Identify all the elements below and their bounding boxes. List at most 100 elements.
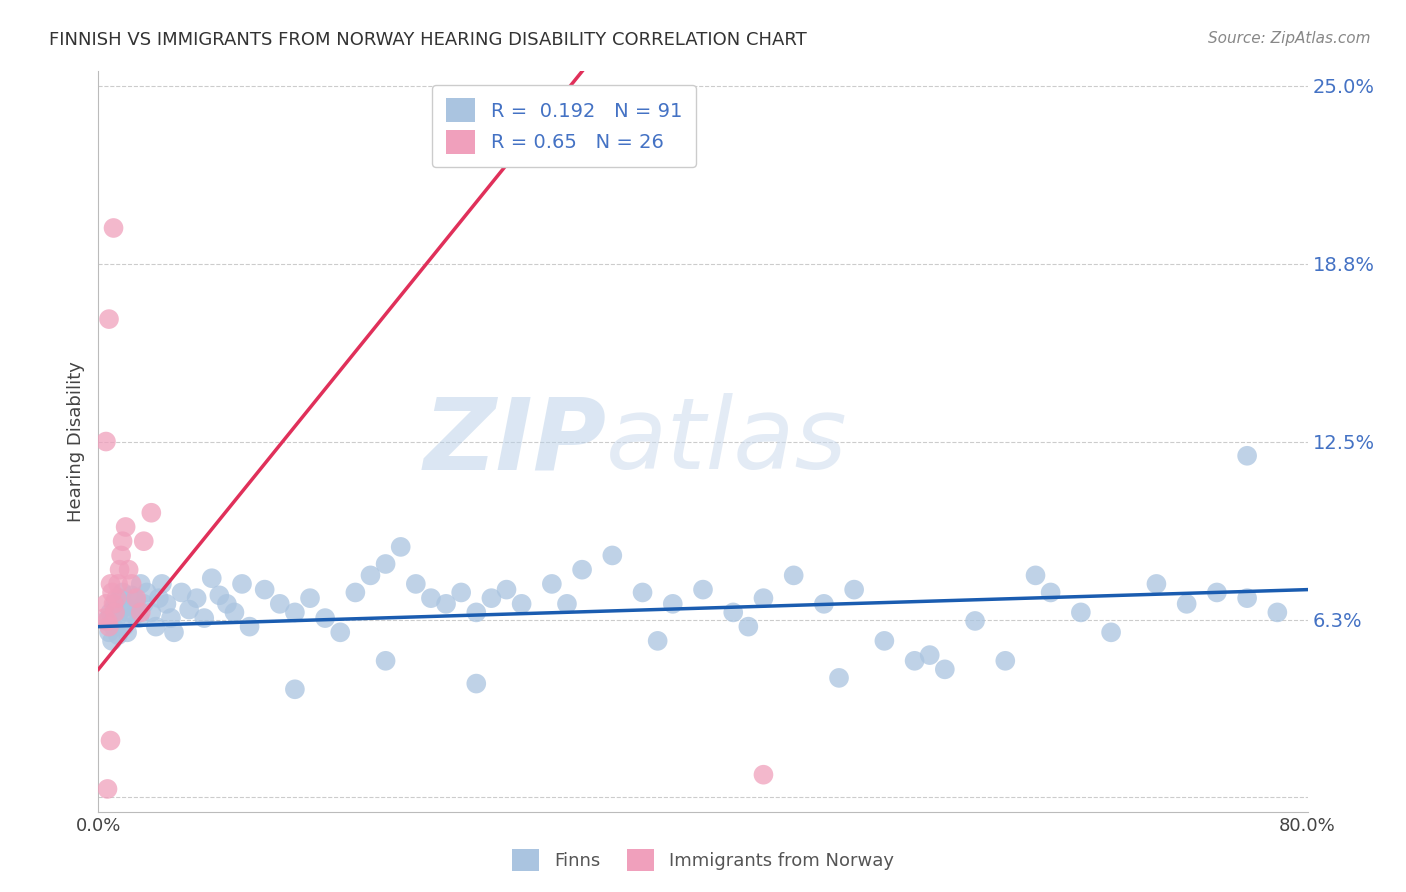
Point [96,614,118,628]
Point [374,654,396,668]
Point [602,549,624,563]
Point [1070,606,1092,620]
Point [1236,449,1258,463]
Point [231,577,253,591]
Point [121,588,143,602]
Point [994,654,1017,668]
Point [118,563,141,577]
Point [110,549,132,563]
Point [540,577,562,591]
Point [100,606,122,620]
Point [108,563,131,577]
Point [103,221,125,235]
Point [121,577,143,591]
Point [224,606,246,620]
Point [631,585,654,599]
Point [571,563,593,577]
Point [239,620,262,634]
Point [105,611,128,625]
Point [1039,585,1062,599]
Point [495,582,517,597]
Point [114,520,136,534]
Point [103,620,125,634]
Point [112,620,135,634]
Point [918,648,941,662]
Point [94,614,117,628]
Point [314,611,336,625]
Point [132,597,155,611]
Point [107,628,129,642]
Point [405,577,427,591]
Point [125,591,148,606]
Point [1024,568,1046,582]
Point [98,312,121,326]
Point [94,434,117,449]
Text: atlas: atlas [606,393,848,490]
Point [1175,597,1198,611]
Point [329,625,352,640]
Point [692,582,714,597]
Point [160,611,183,625]
Point [114,599,136,614]
Point [129,577,152,591]
Point [107,577,129,591]
Point [253,582,276,597]
Point [284,682,307,697]
Point [93,611,115,625]
Point [374,557,396,571]
Point [98,625,121,640]
Point [101,633,124,648]
Point [155,597,177,611]
Point [170,585,193,599]
Point [1099,625,1122,640]
Text: ZIP: ZIP [423,393,606,490]
Point [103,597,125,611]
Point [450,585,472,599]
Text: Source: ZipAtlas.com: Source: ZipAtlas.com [1208,31,1371,46]
Point [135,585,157,599]
Point [465,676,488,690]
Point [1267,606,1289,620]
Point [1144,577,1167,591]
Point [752,767,775,781]
Point [284,606,307,620]
Point [723,606,745,620]
Point [661,597,683,611]
Point [145,620,167,634]
Point [111,534,134,549]
Point [299,591,322,606]
Point [115,625,138,640]
Point [98,620,121,634]
Point [844,582,866,597]
Point [1236,591,1258,606]
Point [100,733,122,747]
Point [108,591,131,606]
Point [111,585,134,599]
Point [148,591,170,606]
Point [101,585,124,599]
Point [100,577,122,591]
Point [647,633,669,648]
Point [510,597,533,611]
Point [179,602,201,616]
Point [105,591,128,606]
Point [201,571,224,585]
Point [813,597,835,611]
Point [125,594,148,608]
Point [420,591,443,606]
Legend: R =  0.192   N = 91, R = 0.65   N = 26: R = 0.192 N = 91, R = 0.65 N = 26 [432,85,696,167]
Point [873,633,896,648]
Point [389,540,412,554]
Point [965,614,987,628]
Point [104,597,127,611]
Point [96,781,118,796]
Point [129,606,152,620]
Point [828,671,851,685]
Point [215,597,238,611]
Point [434,597,457,611]
Point [118,606,141,620]
Point [163,625,186,640]
Point [94,597,117,611]
Point [141,606,163,620]
Point [481,591,503,606]
